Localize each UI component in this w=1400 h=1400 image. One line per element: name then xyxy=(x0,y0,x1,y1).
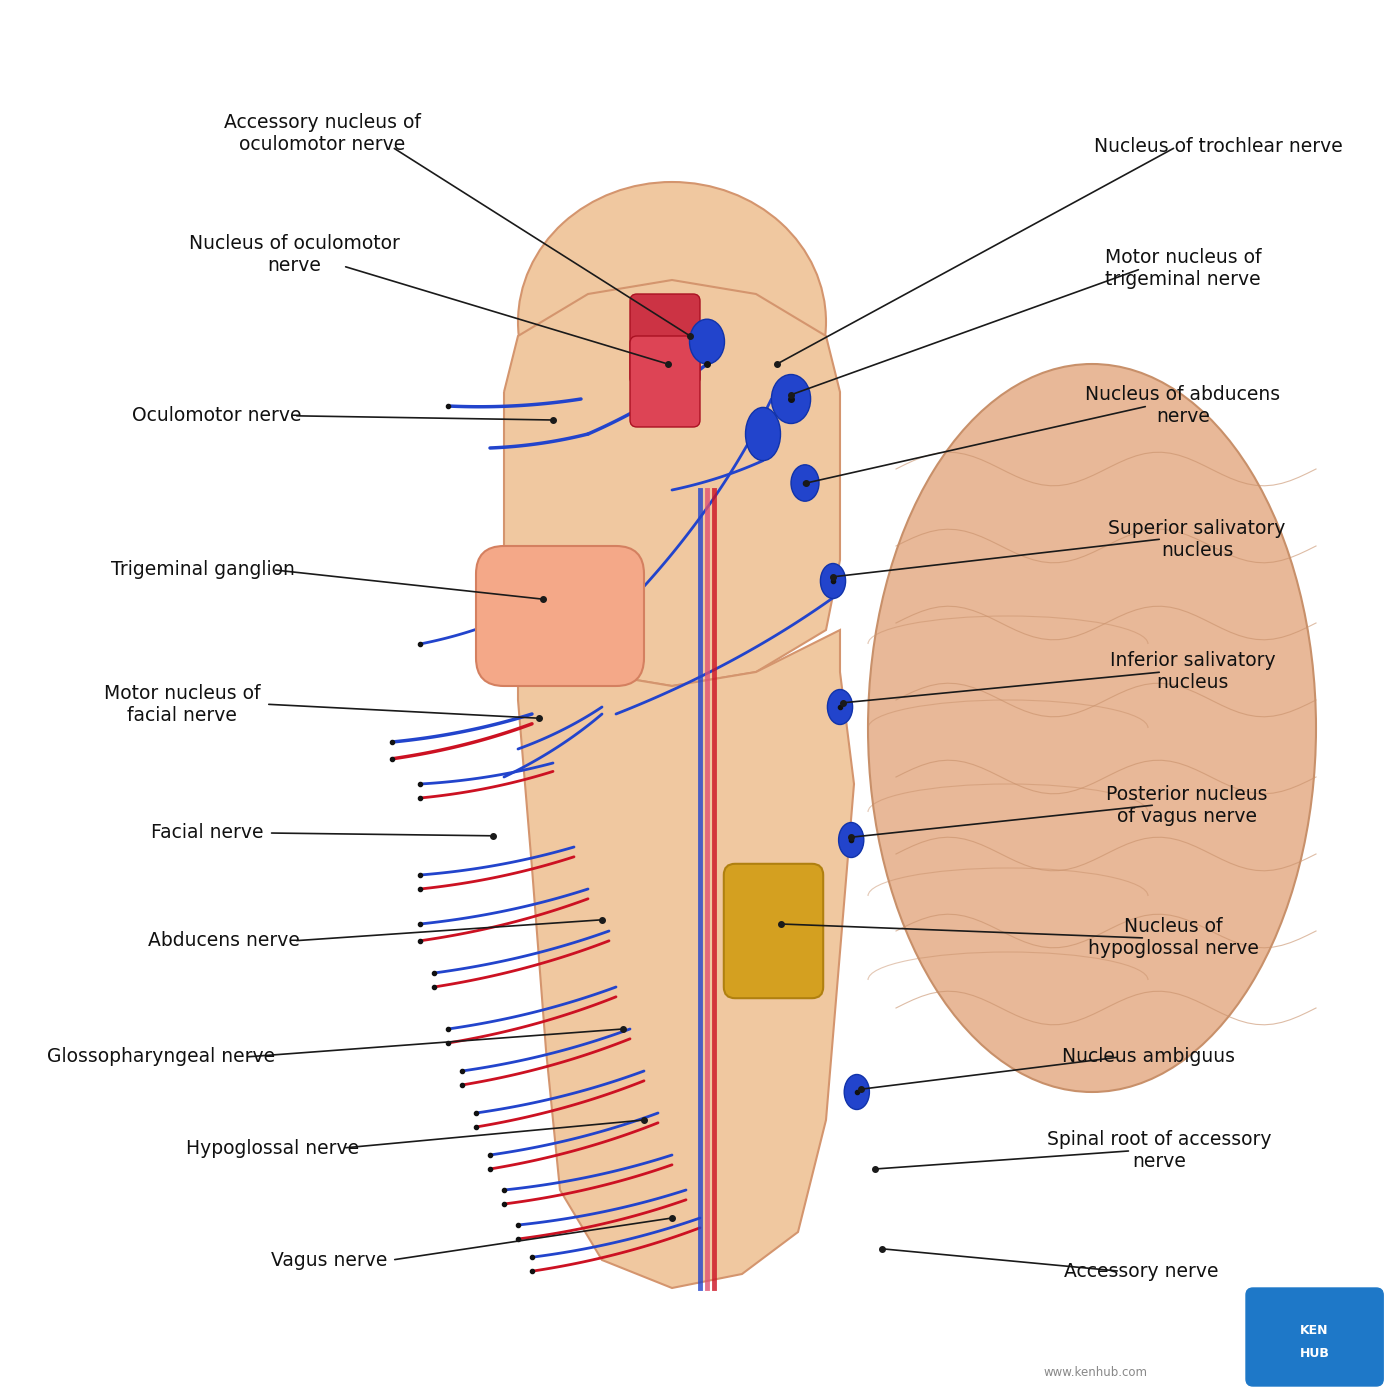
Text: Oculomotor nerve: Oculomotor nerve xyxy=(132,406,302,426)
Ellipse shape xyxy=(868,364,1316,1092)
Ellipse shape xyxy=(486,613,538,654)
Text: Nucleus of
hypoglossal nerve: Nucleus of hypoglossal nerve xyxy=(1088,917,1259,959)
Text: Accessory nerve: Accessory nerve xyxy=(1064,1261,1218,1281)
Text: Vagus nerve: Vagus nerve xyxy=(270,1250,388,1270)
Ellipse shape xyxy=(771,374,811,423)
FancyBboxPatch shape xyxy=(630,336,700,427)
Text: KEN: KEN xyxy=(1301,1323,1329,1337)
Ellipse shape xyxy=(543,553,577,609)
Ellipse shape xyxy=(820,563,846,599)
Text: Nucleus of trochlear nerve: Nucleus of trochlear nerve xyxy=(1093,137,1343,157)
Ellipse shape xyxy=(543,623,577,679)
Text: Accessory nucleus of
oculomotor nerve: Accessory nucleus of oculomotor nerve xyxy=(224,112,420,154)
Text: Posterior nucleus
of vagus nerve: Posterior nucleus of vagus nerve xyxy=(1106,784,1268,826)
Ellipse shape xyxy=(791,465,819,501)
Ellipse shape xyxy=(827,690,853,725)
Text: Superior salivatory
nucleus: Superior salivatory nucleus xyxy=(1109,518,1285,560)
Ellipse shape xyxy=(486,578,538,619)
Text: Spinal root of accessory
nerve: Spinal root of accessory nerve xyxy=(1047,1130,1271,1172)
Text: Trigeminal ganglion: Trigeminal ganglion xyxy=(111,560,295,580)
Text: Facial nerve: Facial nerve xyxy=(151,823,263,843)
PathPatch shape xyxy=(504,280,840,686)
Text: Inferior salivatory
nucleus: Inferior salivatory nucleus xyxy=(1110,651,1275,693)
PathPatch shape xyxy=(518,630,854,1288)
FancyBboxPatch shape xyxy=(724,864,823,998)
Text: Nucleus ambiguus: Nucleus ambiguus xyxy=(1061,1047,1235,1067)
FancyBboxPatch shape xyxy=(1246,1288,1383,1386)
Text: www.kenhub.com: www.kenhub.com xyxy=(1044,1366,1148,1379)
Ellipse shape xyxy=(745,407,781,461)
Text: Nucleus of abducens
nerve: Nucleus of abducens nerve xyxy=(1085,385,1281,427)
Ellipse shape xyxy=(518,182,826,462)
Text: HUB: HUB xyxy=(1299,1347,1330,1361)
FancyBboxPatch shape xyxy=(476,546,644,686)
Ellipse shape xyxy=(844,1075,869,1109)
Ellipse shape xyxy=(582,613,634,654)
Text: Motor nucleus of
trigeminal nerve: Motor nucleus of trigeminal nerve xyxy=(1105,248,1261,290)
Ellipse shape xyxy=(839,823,864,857)
Text: Hypoglossal nerve: Hypoglossal nerve xyxy=(186,1138,360,1158)
Text: Glossopharyngeal nerve: Glossopharyngeal nerve xyxy=(48,1047,274,1067)
Text: Abducens nerve: Abducens nerve xyxy=(148,931,300,951)
Ellipse shape xyxy=(582,578,634,619)
Text: Motor nucleus of
facial nerve: Motor nucleus of facial nerve xyxy=(104,683,260,725)
Ellipse shape xyxy=(689,319,725,364)
Text: Nucleus of oculomotor
nerve: Nucleus of oculomotor nerve xyxy=(189,234,399,276)
FancyBboxPatch shape xyxy=(630,294,700,385)
